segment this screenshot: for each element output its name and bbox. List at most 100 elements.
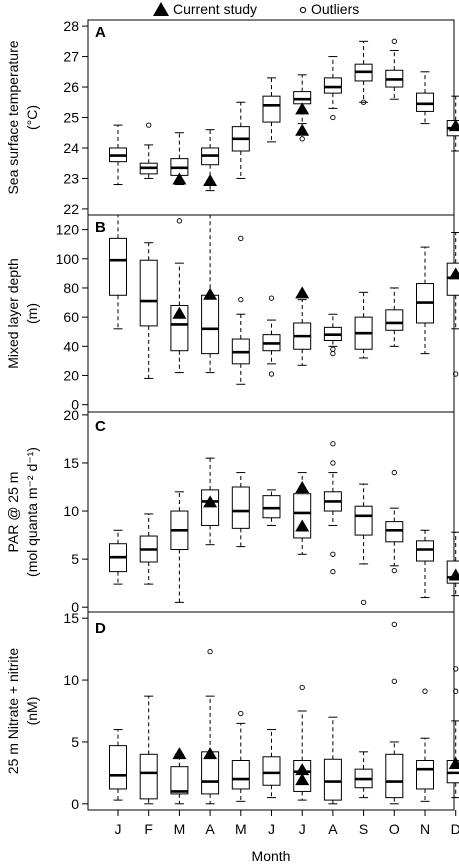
x-tick-label-s-8: S [359,821,368,837]
box-j-0 [109,124,127,186]
y-tick-label: 0 [71,397,79,413]
current-study-point [448,756,459,769]
y-tick-label: 27 [63,49,79,65]
y-tick-label: 20 [63,368,79,384]
outlier-point [391,469,397,476]
iqr-box [231,486,250,529]
current-study-point [172,747,187,760]
box-o-9 [385,469,404,574]
outliers-legend-label: Outliers [311,1,359,17]
box-o-9 [385,287,404,347]
x-tick-label-m-4: M [235,821,247,837]
outlier-point [391,621,397,628]
box-s-8 [354,751,373,799]
outlier-point [176,218,183,224]
current-study-legend-label: Current study [173,1,257,17]
iqr-box [262,95,281,123]
box-s-8 [354,291,373,359]
outlier-point [238,710,244,717]
x-axis-title: Month [252,848,291,864]
x-tick-label-n-10: N [420,821,430,837]
outlier-point [360,599,367,606]
current-study-point [172,172,187,185]
box-j-5 [262,729,281,799]
outlier-point [391,38,397,44]
box-a-7 [323,441,342,575]
x-tick-label-a-7: A [328,821,338,837]
outlier-point [453,688,459,694]
iqr-box [139,753,158,800]
outlier-point [238,296,244,303]
box-a-7 [323,716,342,805]
x-tick-label-j-6: J [299,821,306,837]
legend: Current study Outliers [153,1,359,17]
box-m-2 [170,218,189,374]
iqr-box [385,309,404,331]
box-j-0 [109,214,127,330]
panel-b: B Mixed layer depth (m) 0 20 40 60 80 100 120 [5,214,459,413]
y-tick-label: 22 [63,201,79,217]
iqr-box [262,495,281,519]
x-tick-label-a-3: A [205,821,215,837]
box-j-6 [293,299,312,366]
panel-a-y-axis: 22 23 24 25 26 27 28 [63,18,88,217]
box-f-1 [139,513,158,585]
outlier-point [391,678,397,684]
y-tick-label: 15 [63,610,79,626]
panel-b-y-axis: 0 20 40 60 80 100 120 [56,222,88,413]
panel-c: C PAR @ 25 m (mol quanta m⁻² d⁻¹) 0 5 10 15… [5,407,459,615]
y-tick-label: 120 [56,222,80,238]
y-tick-label: 0 [71,599,79,615]
panel-a-ylabel-line1: Sea surface temperature [5,40,21,194]
outlier-point [360,99,367,105]
current-study-point [203,173,218,186]
y-tick-label: 80 [63,280,79,296]
x-tick-label-m-2: M [174,821,186,837]
outlier-point [238,235,244,241]
x-tick-label-j-5: J [268,821,275,837]
box-o-9 [385,38,404,100]
box-j-0 [109,529,127,585]
y-tick-label: 20 [63,407,79,423]
panel-b-tag: B [95,219,106,236]
panel-d: D 25 m Nitrate + nitrite (nM) 0 5 10 15 [5,610,459,812]
y-tick-label: 23 [63,170,79,186]
panel-d-boxes [109,621,459,805]
box-a-7 [323,313,342,357]
outlier-point [330,350,336,357]
box-m-4 [231,472,250,548]
outlier-point [453,666,459,672]
y-tick-label: 15 [63,455,79,471]
current-study-point [295,481,310,493]
current-study-point [295,286,310,299]
box-a-7 [323,56,342,121]
current-study-point [448,119,459,132]
outlier-point [330,346,336,352]
current-study-point [295,123,310,136]
box-s-8 [354,483,373,606]
outlier-point [330,551,336,557]
x-tick-label-f-1: F [144,821,153,837]
box-m-4 [231,101,250,179]
panel-b-ylabel-line1: Mixed layer depth [5,258,21,369]
box-a-3 [201,648,220,805]
box-d-11 [446,232,459,377]
outlier-point [268,371,275,377]
box-n-10 [416,688,434,802]
panel-b-boxes [109,214,459,385]
box-j-5 [262,77,281,143]
iqr-box [385,521,404,543]
y-tick-label: 10 [63,503,79,519]
outlier-point [330,460,336,466]
outlier-point [422,688,428,694]
iqr-box [323,758,342,801]
box-m-2 [170,753,189,805]
panel-a: A Sea surface temperature (°C) 222324252… [5,18,459,217]
outlier-point [330,114,336,121]
iqr-box [231,760,250,790]
iqr-box [201,489,220,526]
panel-c-ylabel-line2: (mol quanta m⁻² d⁻¹) [24,447,40,577]
iqr-box [170,766,189,795]
x-tick-label-j-0: J [115,821,122,837]
